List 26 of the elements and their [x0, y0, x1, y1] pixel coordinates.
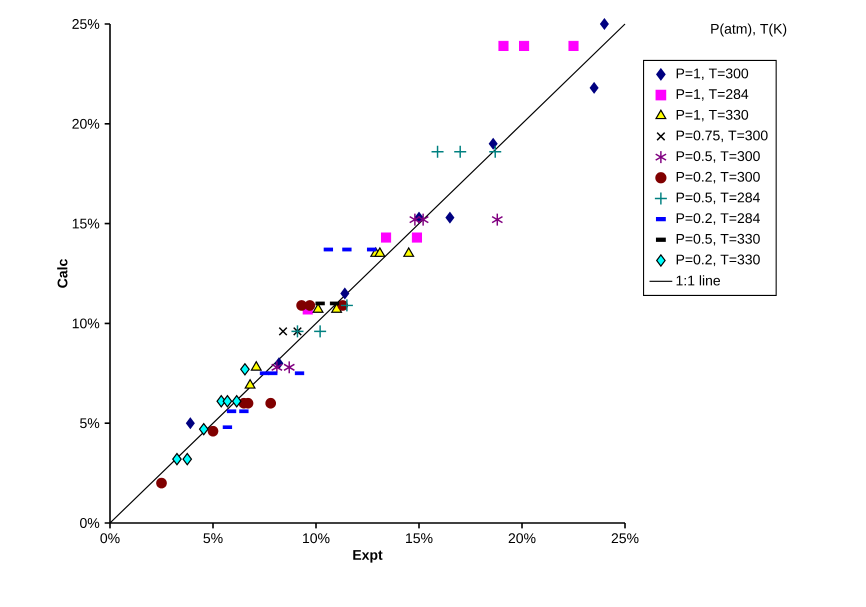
- y-tick-label: 15%: [72, 218, 100, 229]
- legend-label: P=1, T=300: [676, 68, 748, 80]
- legend-label: 1:1 line: [676, 275, 720, 286]
- y-tick-label: 5%: [80, 418, 100, 428]
- legend-label: P=1, T=284: [676, 89, 748, 101]
- legend-label: P=0.2, T=330: [676, 254, 760, 266]
- legend-label: P=0.5, T=330: [676, 234, 760, 246]
- y-tick-label: 25%: [72, 19, 100, 29]
- legend-label: P=0.5, T=300: [676, 151, 760, 163]
- legend-label: P=0.75, T=300: [676, 130, 768, 142]
- x-tick-label: 0%: [100, 533, 120, 544]
- y-axis-title: Calc: [57, 259, 68, 288]
- legend-label: P=0.2, T=300: [676, 172, 760, 184]
- x-tick-label: 20%: [508, 533, 536, 544]
- x-tick-label: 15%: [406, 533, 433, 544]
- y-tick-label: 20%: [72, 118, 100, 129]
- y-tick-label: 10%: [72, 318, 100, 328]
- y-tick-label: 0%: [80, 518, 100, 528]
- legend-title: P(atm), T(K): [711, 23, 786, 37]
- x-tick-label: 5%: [203, 533, 223, 544]
- x-tick-label: 10%: [303, 533, 330, 544]
- legend-label: P=0.5, T=284: [676, 192, 760, 204]
- x-axis-title: Expt: [353, 550, 383, 563]
- legend-label: P=0.2, T=284: [676, 213, 760, 225]
- x-tick-label: 25%: [612, 533, 639, 544]
- legend-label: P=1, T=330: [676, 110, 748, 122]
